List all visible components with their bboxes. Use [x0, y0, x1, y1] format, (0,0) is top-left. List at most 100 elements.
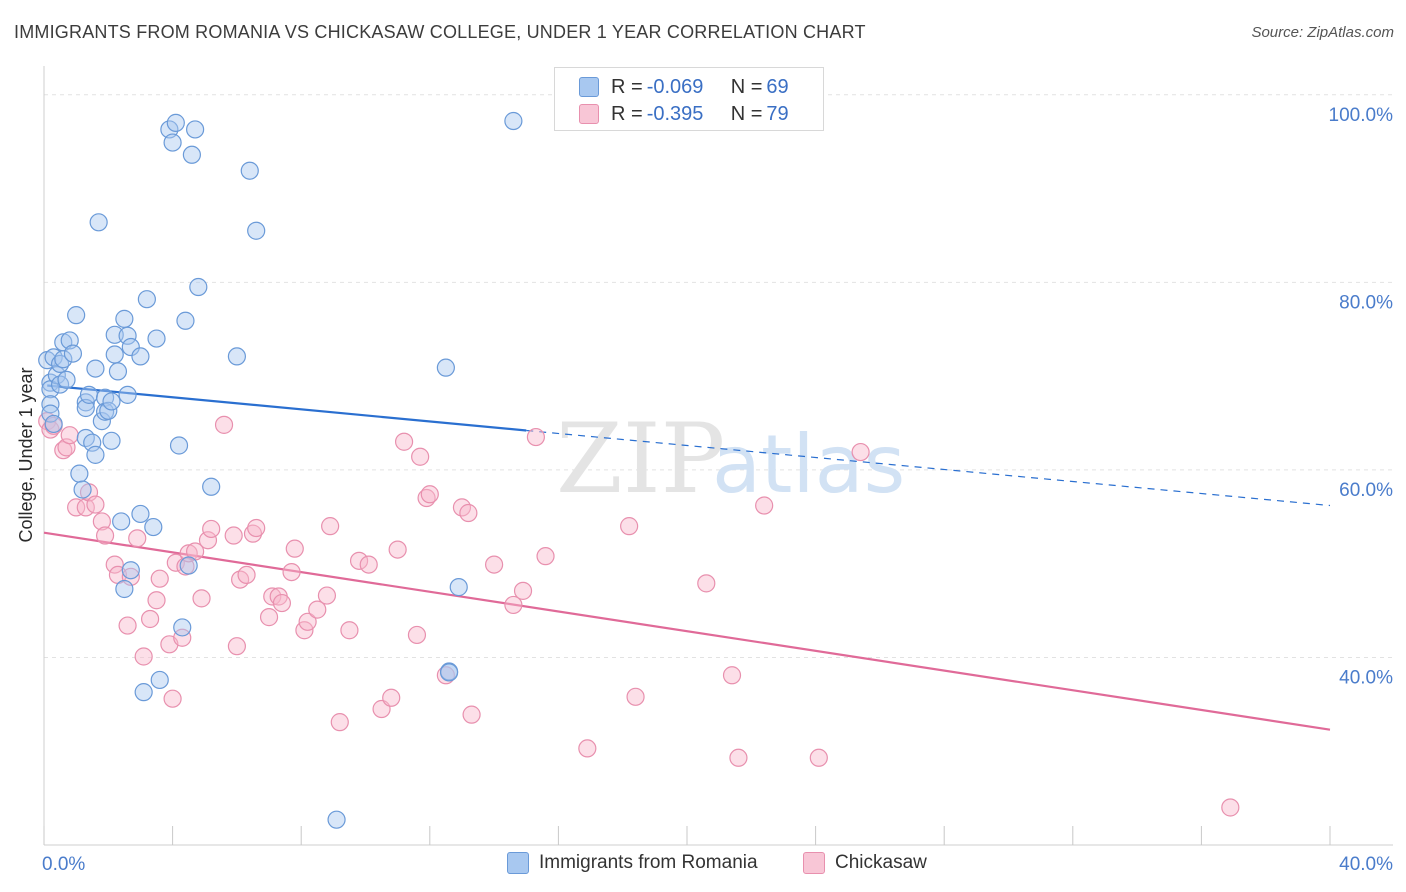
- romania-point: [102, 392, 121, 411]
- tick-labels: 100.0% 80.0% 60.0% 40.0% 0.0% 40.0%: [42, 105, 1393, 875]
- romania-point: [436, 358, 455, 377]
- romania-point: [118, 326, 137, 345]
- romania-point: [86, 359, 105, 378]
- chickasaw-point: [513, 581, 533, 600]
- romania-point: [327, 810, 346, 829]
- chickasaw-point: [462, 705, 481, 724]
- chickasaw-point: [198, 531, 218, 550]
- chickasaw-point: [259, 608, 279, 627]
- legend-n-value: 79: [766, 102, 789, 125]
- chickasaw-point: [227, 637, 246, 656]
- romania-point: [173, 618, 192, 637]
- romania-point: [54, 350, 73, 369]
- romania-point: [240, 161, 259, 180]
- romania-point: [247, 221, 266, 240]
- chickasaw-point: [285, 539, 304, 558]
- chickasaw-point: [163, 689, 182, 708]
- romania-point: [147, 329, 166, 348]
- legend-n-value: 69: [766, 75, 789, 98]
- romania-point: [504, 111, 523, 131]
- chickasaw-point: [118, 616, 137, 635]
- axes: [43, 66, 1393, 846]
- romania-point: [227, 347, 246, 366]
- romania-point: [121, 561, 140, 580]
- legend-r-label: R =: [611, 102, 643, 125]
- chickasaw-point: [359, 555, 378, 574]
- romania-point: [166, 113, 185, 132]
- y-axis-label: College, Under 1 year: [16, 367, 36, 542]
- series-legend-chickasaw: Chickasaw: [803, 852, 927, 874]
- watermark-atlas: atlas: [712, 418, 905, 511]
- chickasaw-point: [536, 547, 555, 566]
- chickasaw-point: [388, 540, 407, 559]
- series-legend: Immigrants from Romania Chickasaw: [0, 852, 1406, 878]
- chickasaw-point: [224, 526, 243, 545]
- romania-point: [108, 362, 128, 381]
- romania-point: [41, 395, 60, 414]
- chickasaw-points: [38, 412, 1240, 817]
- x-tick-label: 40.0%: [1339, 854, 1393, 875]
- romania-point: [176, 311, 195, 330]
- legend-row-chickasaw: R = -0.395 N = 79: [579, 101, 789, 127]
- romania-point: [449, 578, 468, 597]
- romania-point: [134, 683, 153, 702]
- romania-point: [121, 337, 140, 357]
- legend-n-label: N =: [730, 75, 763, 98]
- chickasaw-point: [620, 517, 639, 536]
- legend-row-romania: R = -0.069 N = 69: [579, 74, 789, 100]
- romania-point: [179, 556, 198, 575]
- romania-point: [118, 385, 137, 404]
- chickasaw-point: [202, 519, 221, 539]
- chickasaw-point: [411, 447, 430, 466]
- romania-point: [102, 431, 121, 450]
- series-legend-label: Chickasaw: [835, 852, 927, 873]
- chickasaw-point: [420, 485, 439, 504]
- chickasaw-point: [128, 529, 147, 548]
- chickasaw-point: [140, 609, 160, 629]
- romania-point: [44, 414, 63, 434]
- chickasaw-point: [214, 415, 234, 434]
- chickasaw-point: [340, 621, 359, 640]
- romania-point: [137, 290, 156, 309]
- chickasaw-point: [308, 600, 327, 619]
- romania-point: [189, 277, 208, 297]
- romania-point: [86, 445, 105, 464]
- chickasaw-point: [105, 555, 124, 574]
- source-label: Source: ZipAtlas.com: [1251, 24, 1394, 41]
- chickasaw-point: [60, 426, 79, 445]
- chickasaw-point: [755, 496, 774, 515]
- romania-point: [163, 133, 182, 152]
- romania-point: [131, 504, 150, 524]
- romania-point: [182, 145, 201, 164]
- romania-point: [70, 464, 89, 483]
- chart-title: IMMIGRANTS FROM ROMANIA VS CHICKASAW COL…: [14, 22, 866, 42]
- y-tick-label: 40.0%: [1339, 667, 1393, 688]
- chickasaw-point: [626, 687, 645, 706]
- watermark-zip: ZIP: [556, 403, 725, 515]
- chickasaw-point: [321, 517, 340, 536]
- chickasaw-point: [317, 586, 337, 605]
- romania-trend-line: [47, 384, 527, 432]
- chickasaw-point: [147, 591, 166, 610]
- chickasaw-point: [722, 666, 742, 685]
- correlation-legend: R = -0.069 N = 69 R = -0.395 N = 79: [554, 67, 824, 131]
- chickasaw-point: [92, 512, 111, 531]
- chickasaw-point: [247, 518, 266, 538]
- chickasaw-point: [263, 587, 282, 606]
- romania-point: [79, 385, 99, 404]
- romania-point: [144, 517, 163, 537]
- romania-point: [115, 579, 134, 599]
- romania-point: [112, 512, 131, 531]
- romania-point: [41, 404, 60, 423]
- romania-point: [73, 480, 92, 499]
- y-tick-label: 60.0%: [1339, 480, 1393, 501]
- chickasaw-point: [459, 503, 478, 523]
- chickasaw-point: [394, 432, 414, 451]
- romania-point: [439, 663, 459, 682]
- y-tick-label: 80.0%: [1339, 292, 1393, 313]
- chickasaw-point: [298, 612, 317, 631]
- chickasaw-point: [504, 595, 523, 615]
- legend-swatch-pink: [579, 104, 599, 124]
- legend-r-label: R =: [611, 75, 643, 98]
